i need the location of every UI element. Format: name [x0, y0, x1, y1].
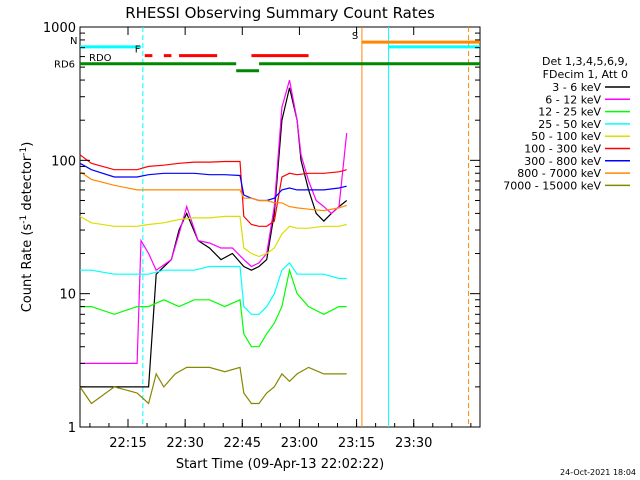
y-tick-label: 1000: [43, 21, 76, 36]
x-axis: 22:15 22:30 22:45 23:00 23:15 23:30: [89, 27, 472, 451]
legend-entry-label: 12 - 25 keV: [538, 106, 601, 119]
flag-bars: N F S RDO RD6: [54, 31, 480, 73]
x-tick-label: 23:15: [338, 436, 375, 451]
legend-header-line-2: FDecim 1, Att 0: [543, 68, 628, 81]
series-lines: [79, 79, 348, 405]
series-line: [79, 366, 347, 405]
y-axis: 1 10 100 1000: [43, 21, 480, 436]
legend-entry-label: 3 - 6 keV: [552, 81, 601, 94]
plot-area: [79, 26, 481, 428]
legend-entry-label: 100 - 300 keV: [524, 143, 601, 156]
y-tick-label: 1: [68, 421, 76, 436]
legend-entry-label: 7000 - 15000 keV: [503, 179, 601, 192]
plot-frame: [79, 26, 481, 428]
footer-timestamp: 24-Oct-2021 18:04: [560, 468, 636, 477]
vertical-markers: [142, 27, 470, 427]
y-axis-label: Count Rate (s-1 detector-1): [19, 142, 35, 313]
series-line: [80, 87, 348, 388]
x-tick-label: 22:15: [109, 436, 146, 451]
legend-header-line-1: Det 1,3,4,5,6,9,: [542, 55, 628, 68]
x-tick-label: 23:00: [281, 436, 318, 451]
x-tick-label: 22:30: [166, 436, 203, 451]
y-tick-label: 10: [59, 288, 76, 303]
series-line: [79, 162, 347, 202]
series-line: [79, 154, 347, 227]
flag-bar-label: F: [135, 45, 141, 56]
x-tick-label: 23:30: [395, 436, 432, 451]
flag-bar-label: RD6: [54, 60, 75, 71]
series-line: [80, 267, 347, 348]
chart-title: RHESSI Observing Summary Count Rates: [125, 4, 435, 22]
legend-entry-label: 6 - 12 keV: [545, 93, 601, 106]
flag-bar-label: N: [70, 36, 77, 47]
x-tick-label: 22:45: [224, 436, 261, 451]
flag-bar-label: S: [352, 31, 358, 42]
legend: Det 1,3,4,5,6,9, FDecim 1, Att 0 3 - 6 k…: [503, 55, 630, 192]
legend-entry-label: 25 - 50 keV: [538, 118, 601, 131]
flag-bar-label: RDO: [89, 53, 112, 64]
series-line: [79, 171, 347, 212]
series-line: [80, 261, 347, 315]
series-line: [79, 215, 347, 258]
series-line: [80, 79, 348, 364]
y-tick-label: 100: [51, 154, 76, 169]
legend-entry-label: 50 - 100 keV: [531, 130, 601, 143]
legend-entry-label: 800 - 7000 keV: [517, 167, 601, 180]
legend-entry-label: 300 - 800 keV: [524, 155, 601, 168]
x-axis-label: Start Time (09-Apr-13 22:02:22): [176, 457, 384, 472]
